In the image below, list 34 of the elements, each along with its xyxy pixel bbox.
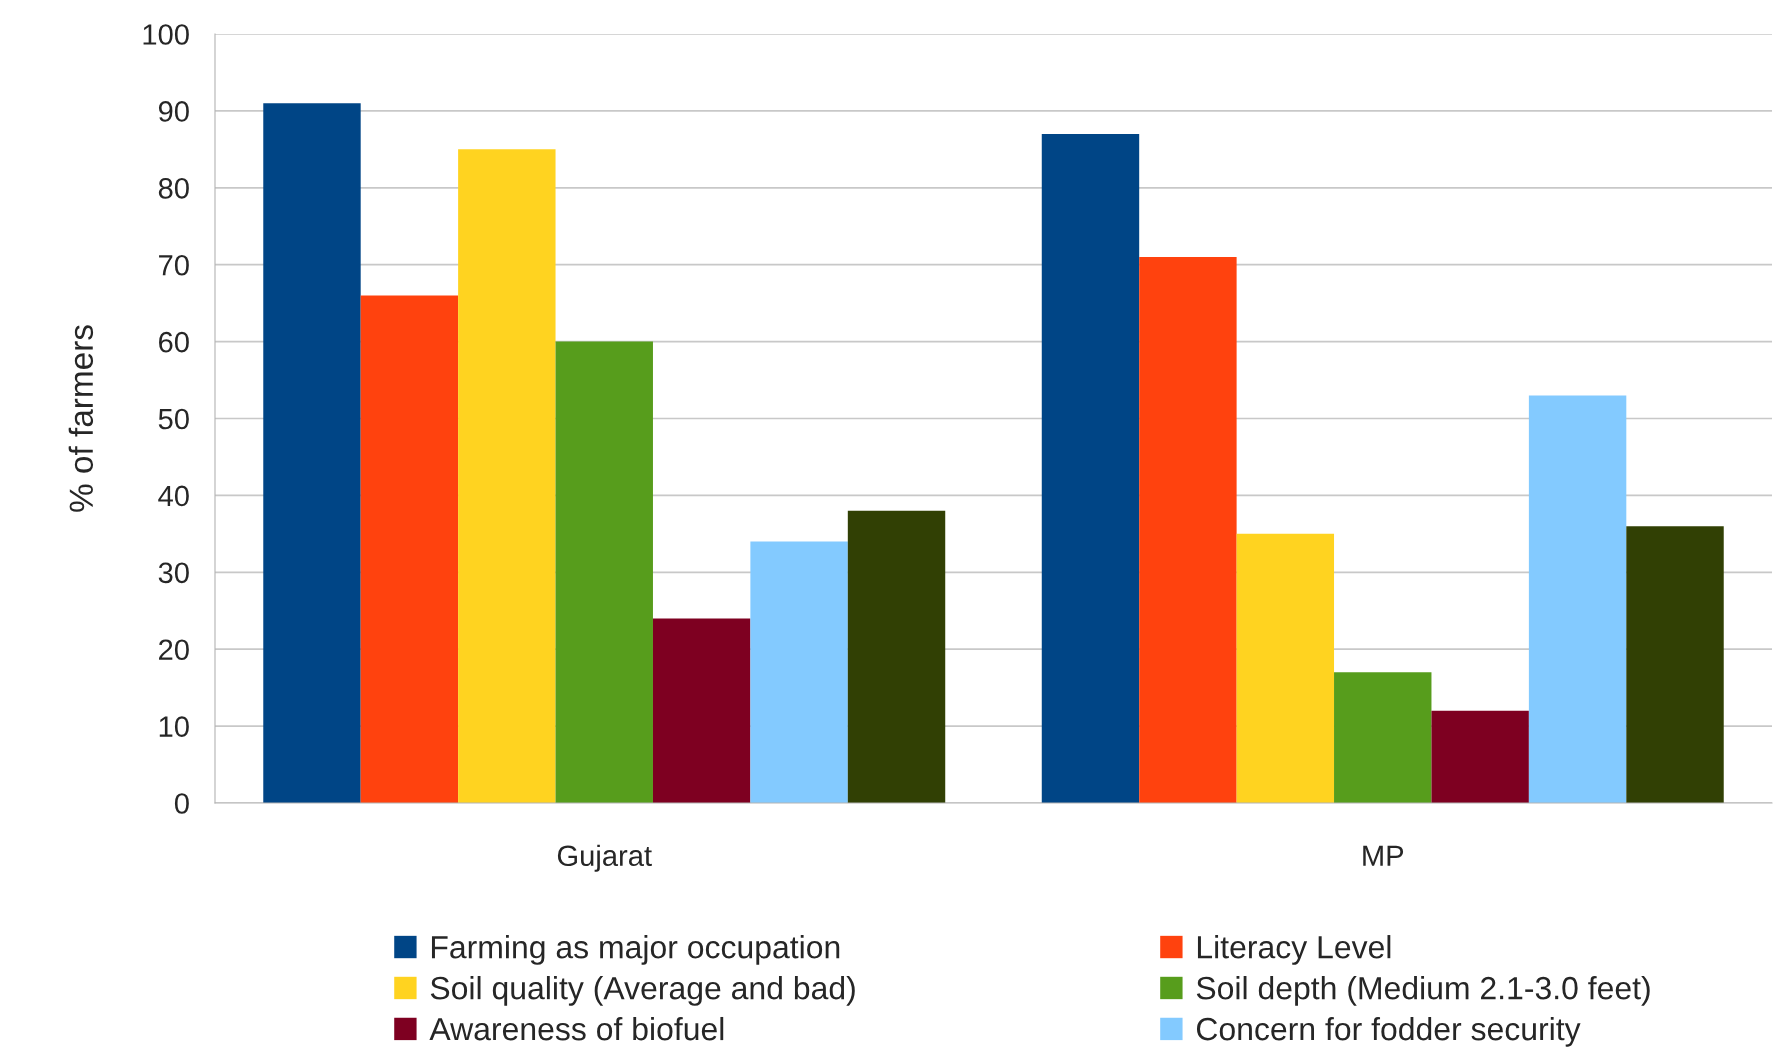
legend-label: Literacy Level [1197,935,1391,965]
legend-label: Awareness of biofuel [429,1016,724,1041]
bar [263,103,361,803]
bar [847,510,946,803]
bar [1139,257,1237,803]
bar [458,149,556,803]
bar [1041,133,1140,803]
y-tick-label: 60 [159,331,189,353]
x-tick-label: MP [1363,845,1404,866]
legend-label: Farming as major occupation [431,935,840,965]
y-tick-label: 10 [159,716,189,737]
y-tick-label: 90 [158,101,189,122]
bar [555,341,653,803]
y-tick-label: 20 [159,639,189,661]
bar [1626,526,1724,803]
legend-label: Soil depth (Medium 2.1-3.0 feet) [1196,976,1650,1006]
x-tick-label: Gujarat [557,844,652,872]
y-tick-label: 0 [174,793,189,814]
bar [1334,672,1432,803]
bar [1236,533,1335,803]
y-tick-label: 30 [158,562,189,584]
y-tick-label: 70 [159,254,189,276]
y-tick-label: 100 [143,24,189,45]
bar [1528,395,1627,803]
bar [1431,710,1529,803]
legend-label: Soil quality (Average and bad) [430,976,855,1006]
bar [360,295,459,803]
y-axis-title: % of farmers [68,325,94,512]
legend-label: Concern for fodder security [1196,1016,1581,1047]
bar [750,541,848,803]
y-tick-label: 50 [158,408,189,430]
y-tick-label: 40 [158,485,189,507]
bar [652,618,751,803]
y-tick-label: 80 [158,178,189,199]
